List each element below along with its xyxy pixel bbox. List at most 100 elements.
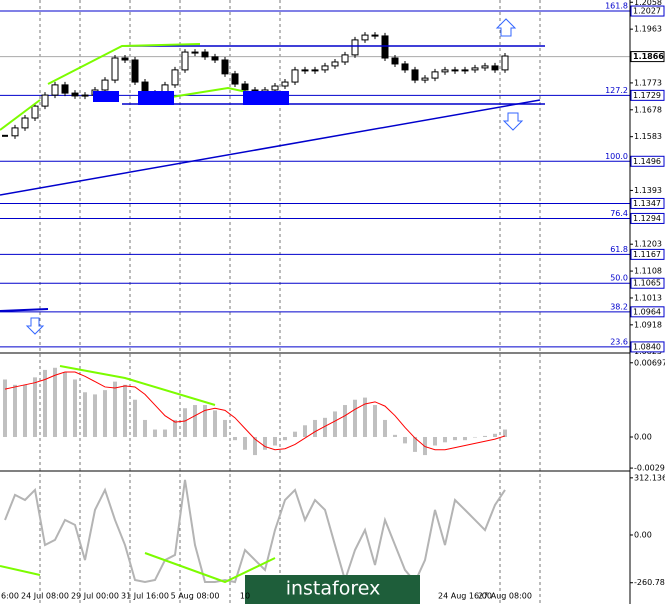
- price-box: [630, 248, 665, 260]
- histogram-bar: [233, 436, 237, 441]
- histogram-bar: [23, 384, 27, 437]
- histogram-bar: [203, 405, 207, 437]
- y-tick-label: 1.1678: [634, 105, 662, 114]
- histogram-bar: [213, 410, 217, 437]
- candle: [241, 83, 249, 91]
- trend-line: [0, 99, 541, 196]
- histogram-bar: [143, 419, 147, 437]
- y-tick-label: 0.00697: [634, 358, 665, 367]
- price-label: 1.1347: [633, 199, 661, 208]
- price-box: [630, 197, 665, 209]
- candle: [111, 57, 119, 81]
- histogram-bar: [83, 392, 87, 437]
- y-tick-label: 0.00: [634, 530, 652, 539]
- histogram-bar: [473, 436, 477, 438]
- price-box: [630, 306, 665, 318]
- price-box: [630, 5, 665, 17]
- histogram-bar: [223, 419, 227, 437]
- candle: [131, 59, 139, 83]
- candle: [171, 69, 179, 86]
- histogram-bar: [393, 434, 397, 437]
- price-box: [630, 51, 665, 63]
- histogram-bar: [133, 399, 137, 437]
- price-label: 1.1729: [633, 91, 661, 100]
- candle: [291, 69, 299, 83]
- y-tick-label: 1.1108: [634, 267, 662, 276]
- candle: [371, 34, 379, 37]
- fib-label: 127.2: [605, 86, 628, 95]
- candle: [301, 69, 309, 72]
- price-box: [630, 341, 665, 353]
- annotations: [0, 18, 545, 584]
- zone: [243, 91, 289, 105]
- candle: [351, 39, 359, 56]
- price-box: [630, 89, 665, 101]
- y-tick-label: 1.0918: [634, 320, 662, 329]
- price-label: 1.2027: [633, 7, 661, 16]
- candle: [201, 51, 209, 58]
- candle: [211, 56, 219, 61]
- fib-label: 76.4: [610, 209, 628, 218]
- candle: [461, 69, 469, 72]
- histogram-bar: [483, 435, 487, 437]
- zone: [93, 91, 119, 102]
- candle: [61, 84, 69, 94]
- candle: [401, 63, 409, 71]
- y-tick-label: 1.1203: [634, 240, 662, 249]
- signal-line: [4, 371, 506, 451]
- x-tick-label: 6:00: [1, 592, 19, 601]
- x-tick-label: 24 Aug 16:00: [438, 592, 492, 601]
- histogram-bar: [353, 399, 357, 437]
- grid: [0, 0, 630, 604]
- histogram-bar: [183, 408, 187, 437]
- histogram-bar: [283, 436, 287, 441]
- histogram-bar: [463, 436, 467, 441]
- candle: [331, 61, 339, 67]
- y-tick-label: -260.7826: [634, 578, 665, 587]
- zone: [138, 91, 174, 105]
- candle: [31, 105, 39, 119]
- y-tick-label: 1.1013: [634, 293, 662, 302]
- price-box: [630, 155, 665, 167]
- candle: [321, 65, 329, 71]
- candle: [191, 51, 199, 54]
- candle: [501, 55, 509, 71]
- divergence-line: [144, 552, 276, 584]
- x-tick-label: 24 Jul 08:00: [21, 592, 69, 601]
- indicator-line: [4, 479, 506, 584]
- candle: [341, 54, 349, 63]
- fib-label: 100.0: [605, 152, 628, 161]
- histogram-bar: [403, 436, 407, 444]
- candle: [81, 94, 89, 97]
- divergence-line: [59, 365, 216, 406]
- candle: [421, 77, 429, 81]
- histogram-bar: [443, 436, 447, 443]
- histogram-bar: [363, 397, 367, 437]
- arrow-down: [25, 317, 45, 335]
- y-tick-label: 1.1773: [634, 78, 662, 87]
- candle: [481, 65, 489, 69]
- candle: [51, 84, 59, 96]
- divergence-line: [47, 43, 201, 85]
- price-label: 1.1294: [633, 214, 661, 223]
- y-tick-label: 1.1963: [634, 25, 662, 34]
- watermark: instaforex: [286, 578, 381, 600]
- level-line: [0, 308, 49, 312]
- histogram-bar: [93, 394, 97, 437]
- histogram-bar: [113, 381, 117, 437]
- histogram-bar: [173, 419, 177, 437]
- fib-label: 61.8: [610, 245, 628, 254]
- histogram-bar: [313, 419, 317, 437]
- histogram-bar: [453, 436, 457, 441]
- histogram-bar: [13, 384, 17, 437]
- candle: [431, 71, 439, 79]
- candle: [71, 92, 79, 97]
- divergence-line: [0, 565, 41, 576]
- marks: [2, 32, 509, 584]
- watermark-box: [245, 575, 420, 604]
- candle: [21, 117, 29, 129]
- histogram-bar: [273, 436, 277, 446]
- candle: [221, 59, 229, 75]
